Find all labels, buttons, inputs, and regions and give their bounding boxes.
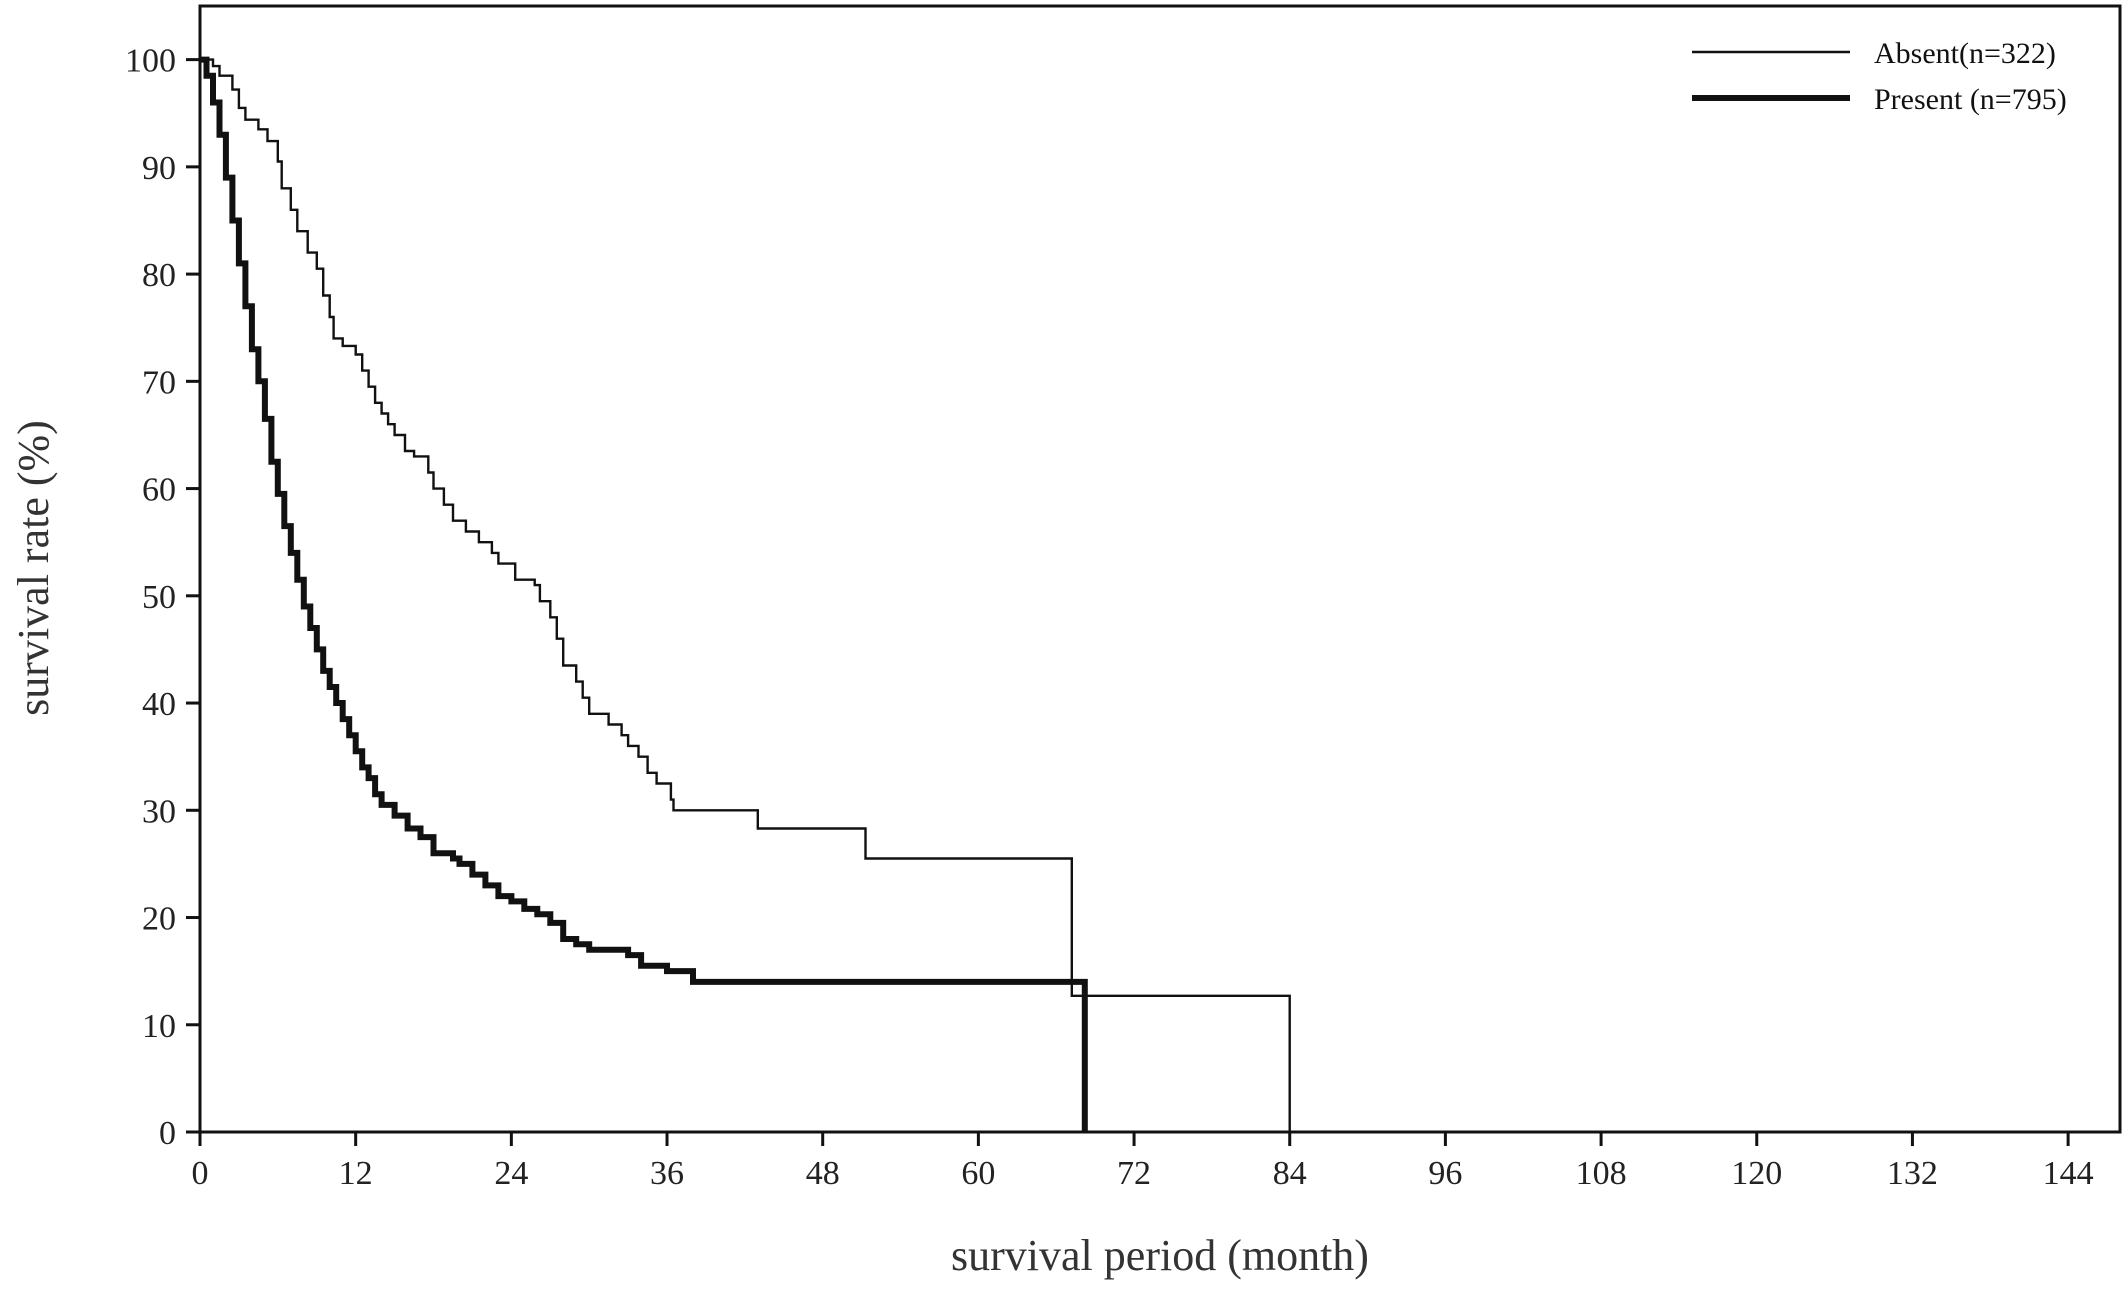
y-tick-label: 10: [142, 1008, 176, 1045]
x-axis-title: survival period (month): [951, 1231, 1369, 1280]
x-axis: 0 12 24 36 48 60 72 84 96 108 120 132 144: [192, 1132, 2094, 1192]
legend: Absent(n=322) Present (n=795): [1692, 37, 2067, 116]
survival-curves: [200, 56, 1291, 1132]
y-tick-label: 100: [125, 43, 176, 80]
y-axis-title: survival rate (%): [9, 420, 58, 716]
y-tick-label: 60: [142, 472, 176, 509]
x-tick-label: 120: [1731, 1155, 1782, 1192]
y-tick-label: 50: [142, 579, 176, 616]
x-tick-label: 12: [339, 1155, 373, 1192]
y-tick-label: 20: [142, 901, 176, 938]
x-tick-label: 84: [1273, 1155, 1307, 1192]
x-tick-label: 132: [1887, 1155, 1938, 1192]
x-tick-label: 48: [806, 1155, 840, 1192]
x-tick-label: 0: [192, 1155, 209, 1192]
series-line-present: [200, 56, 1088, 1132]
y-axis: 0 10 20 30 40 50 60 70 80 90 100: [125, 43, 200, 1152]
x-tick-label: 108: [1576, 1155, 1627, 1192]
y-tick-label: 30: [142, 793, 176, 830]
series-line-absent: [200, 58, 1291, 1132]
y-tick-label: 80: [142, 257, 176, 294]
x-tick-label: 24: [494, 1155, 528, 1192]
x-tick-label: 36: [650, 1155, 684, 1192]
x-tick-label: 72: [1117, 1155, 1151, 1192]
x-tick-label: 60: [961, 1155, 995, 1192]
x-tick-label: 144: [2043, 1155, 2094, 1192]
plot-frame: [198, 4, 2122, 1134]
y-tick-label: 90: [142, 150, 176, 187]
x-tick-label: 96: [1428, 1155, 1462, 1192]
y-tick-label: 70: [142, 364, 176, 401]
legend-label: Absent(n=322): [1874, 37, 2056, 70]
y-tick-label: 40: [142, 686, 176, 723]
y-tick-label: 0: [159, 1115, 176, 1152]
legend-label: Present (n=795): [1874, 83, 2067, 116]
